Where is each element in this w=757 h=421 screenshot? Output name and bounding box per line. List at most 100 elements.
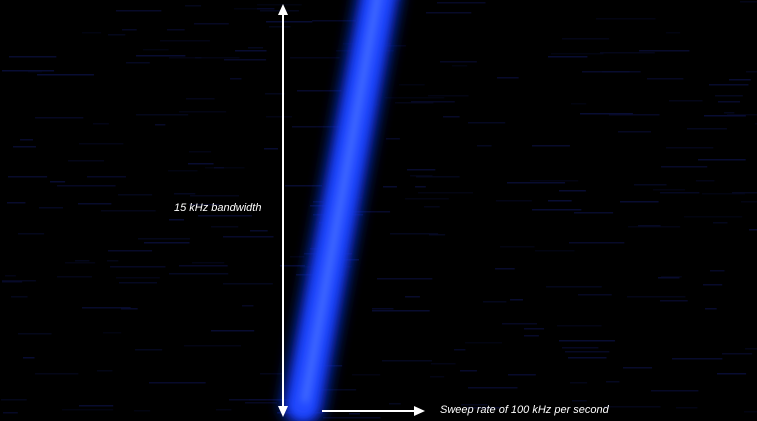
noise-streak	[265, 93, 285, 95]
noise-streak	[755, 123, 757, 125]
noise-streak	[134, 410, 151, 412]
noise-streak	[82, 32, 102, 34]
noise-streak	[415, 186, 426, 188]
noise-streak	[430, 376, 445, 378]
double-headed-vertical-arrow-icon	[278, 4, 288, 417]
noise-streak	[653, 189, 686, 191]
noise-streak	[50, 181, 66, 183]
noise-streak	[82, 307, 131, 309]
noise-streak	[279, 21, 313, 23]
noise-streak	[702, 193, 745, 195]
noise-streak	[264, 148, 278, 150]
noise-streak	[11, 296, 28, 298]
noise-streak	[138, 238, 190, 240]
sweep-rate-label: Sweep rate of 100 kHz per second	[440, 404, 609, 416]
noise-streak	[495, 268, 515, 270]
noise-streak	[411, 101, 455, 103]
noise-streak	[465, 342, 503, 344]
noise-streak	[559, 190, 586, 192]
noise-streak	[647, 78, 684, 80]
noise-streak	[399, 84, 425, 86]
noise-streak	[497, 77, 519, 79]
noise-streak	[5, 275, 16, 277]
noise-streak	[746, 71, 757, 73]
noise-streak	[571, 103, 587, 105]
noise-streak	[260, 10, 299, 12]
noise-streak	[57, 185, 116, 187]
noise-streak	[223, 236, 274, 238]
noise-streak	[8, 176, 48, 178]
noise-streak	[389, 403, 401, 405]
noise-streak	[266, 21, 294, 23]
noise-streak	[305, 389, 357, 391]
noise-streak	[461, 404, 488, 406]
noise-streak	[97, 370, 113, 372]
noise-streak	[249, 399, 295, 401]
noise-streak	[741, 201, 757, 203]
noise-streak	[467, 407, 501, 409]
noise-streak	[211, 330, 255, 332]
noise-streak	[372, 308, 394, 310]
noise-streak	[144, 242, 190, 244]
noise-streak	[418, 192, 474, 194]
noise-streak	[121, 308, 138, 310]
noise-streak	[136, 55, 186, 57]
noise-streak	[230, 78, 242, 80]
noise-streak	[108, 250, 153, 252]
noise-streak	[620, 201, 659, 203]
noise-streak	[596, 18, 656, 20]
noise-streak	[35, 117, 84, 119]
noise-streak	[383, 186, 397, 188]
noise-streak	[179, 111, 227, 113]
noise-streak	[39, 207, 63, 209]
noise-streak	[185, 5, 202, 7]
noise-streak	[313, 201, 324, 203]
noise-streak	[606, 381, 620, 383]
noise-streak	[192, 262, 225, 264]
noise-streak	[660, 300, 688, 302]
noise-streak	[188, 163, 214, 165]
noise-streak	[18, 233, 45, 235]
noise-streak	[744, 411, 757, 413]
noise-streak	[280, 265, 305, 267]
noise-streak	[372, 310, 430, 312]
noise-streak	[3, 412, 18, 414]
noise-streak	[431, 363, 456, 365]
noise-streak	[405, 198, 449, 200]
noise-streak	[570, 382, 588, 384]
noise-streak	[524, 328, 545, 330]
noise-streak	[530, 180, 579, 182]
noise-streak	[696, 180, 715, 182]
noise-streak	[126, 62, 150, 64]
noise-streak	[108, 34, 126, 36]
noise-streak	[740, 1, 757, 3]
noise-streak	[718, 101, 741, 103]
noise-streak	[724, 112, 735, 114]
noise-streak	[2, 70, 55, 72]
noise-streak	[658, 277, 680, 279]
noise-streak	[242, 305, 254, 307]
noise-streak	[189, 151, 212, 153]
noise-streak	[194, 23, 229, 25]
noise-streak	[23, 357, 35, 359]
noise-streak	[557, 325, 602, 327]
noise-streak	[190, 195, 240, 197]
noise-streak	[546, 286, 602, 288]
noise-streak	[703, 284, 723, 286]
noise-streak	[28, 71, 43, 73]
noise-streak	[666, 32, 681, 34]
noise-streak	[2, 281, 23, 283]
noise-streak	[715, 95, 743, 97]
noise-streak	[149, 382, 206, 384]
noise-streak	[676, 407, 698, 409]
noise-streak	[9, 56, 57, 58]
noise-streak	[18, 333, 52, 335]
noise-streak	[510, 299, 523, 301]
noise-streak	[79, 405, 114, 407]
noise-streak	[638, 225, 661, 227]
noise-streak	[285, 185, 322, 187]
noise-streak	[179, 265, 228, 267]
noise-streak	[349, 413, 360, 415]
noise-streak	[574, 212, 614, 214]
